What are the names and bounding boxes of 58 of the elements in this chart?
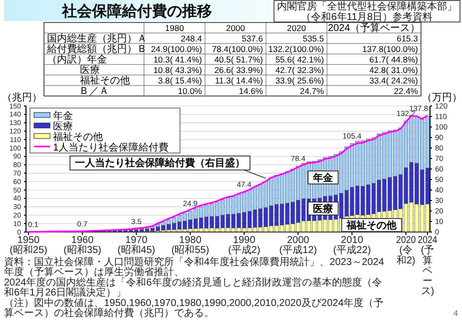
text: 2024（予算ベース） xyxy=(328,22,420,34)
text: 福祉その他 xyxy=(80,74,130,86)
x-tick-label: 2024 (予算ベース) xyxy=(418,235,440,297)
legend-label: 年金 xyxy=(53,110,73,122)
text: 42.7( 32.3%) xyxy=(275,65,324,75)
text: 22.4% xyxy=(394,86,418,96)
text: 537.6 xyxy=(242,34,264,44)
legend-label: 医療 xyxy=(53,120,73,132)
text: Ｂ／Ａ xyxy=(79,86,109,97)
y-axis-title: （兆円） xyxy=(2,92,42,104)
text: 3.8( 15.4%) xyxy=(158,76,202,86)
x-tick-label: 2020 (令和2) xyxy=(396,235,418,266)
text: 78.4(100.0%) xyxy=(212,44,264,54)
x-tick-label: 2000 (平成12) xyxy=(279,235,317,256)
text: 55.6( 42.1%) xyxy=(275,54,324,64)
y2-axis-title: （万円） xyxy=(422,92,462,104)
text: （内訳）年金 xyxy=(47,54,107,66)
text: 国内総生産（兆円）Ａ xyxy=(47,32,147,44)
text: 132.2(100.0%) xyxy=(268,44,324,54)
text: 2020 xyxy=(287,23,306,33)
text: 2024年度の国内総生産は「令和6年度の経済見通しと経済財政運営の基本的態度（令和6年1月26日閣議決定）」 xyxy=(4,276,382,299)
text: 33.9( 25.6%) xyxy=(275,76,324,86)
text: 給付費総額（兆円）Ｂ xyxy=(46,43,147,55)
text: 2000 xyxy=(226,23,246,33)
text: 年金 xyxy=(313,172,334,184)
chart-title: 社会保障給付費の推移 xyxy=(61,2,212,20)
x-tick-label: 1950 (昭和25) xyxy=(10,235,48,256)
text: 26.6( 33.9%) xyxy=(214,65,264,75)
text: 61.7( 44.8%) xyxy=(369,54,418,64)
x-tick-label: 1980 (昭和55) xyxy=(171,235,210,256)
text: 535.5 xyxy=(302,34,324,44)
text: 42.8( 31.0%) xyxy=(369,65,418,75)
text: 10.3( 41.4%) xyxy=(153,54,202,64)
text: 資料：国立社会保障・人口問題研究所「令和4年度社会保障費用統計」、2023～2024年度（予算ベース）は厚生労働省推計、 xyxy=(4,256,384,278)
x-tick-label: 1960 (昭和35) xyxy=(64,235,102,256)
text: 医療 xyxy=(313,204,334,216)
text: 24.9(100.0%) xyxy=(150,44,202,54)
text: 1980 xyxy=(165,23,184,33)
text: 24.7% xyxy=(300,86,324,96)
annotation: 一人当たり社会保障給付費（右目盛） xyxy=(75,157,245,169)
text: 40.5( 51.7%) xyxy=(214,54,264,64)
text: 615.3 xyxy=(396,34,418,44)
text: 248.4 xyxy=(180,34,202,44)
legend-label: 1人当たり社会保障給付費 xyxy=(53,142,169,154)
text: 33.4( 24.2%) xyxy=(369,76,418,86)
text: 14.6% xyxy=(238,86,264,96)
text: 10.8( 43.3%) xyxy=(153,65,202,75)
text: 11.3( 14.4%) xyxy=(214,76,264,86)
text: （注）図中の数値は、1950,1960,1970,1980,1990,2000,2010,2020及び2024年度（予算ベース）の社会保障給付費（兆円）である。 xyxy=(4,296,384,319)
text: 4 xyxy=(454,309,459,318)
text: 福祉その他 xyxy=(346,220,397,232)
text: 医療 xyxy=(80,64,100,76)
text: 137.8(100.0%) xyxy=(362,44,418,54)
text: 10.0% xyxy=(178,86,202,96)
x-tick-label: 2010 (平成22) xyxy=(333,235,371,256)
legend-label: 福祉その他 xyxy=(53,131,103,143)
x-tick-label: 1970 (昭和45) xyxy=(117,235,156,256)
x-tick-label: 1990 (平成2) xyxy=(228,235,260,256)
